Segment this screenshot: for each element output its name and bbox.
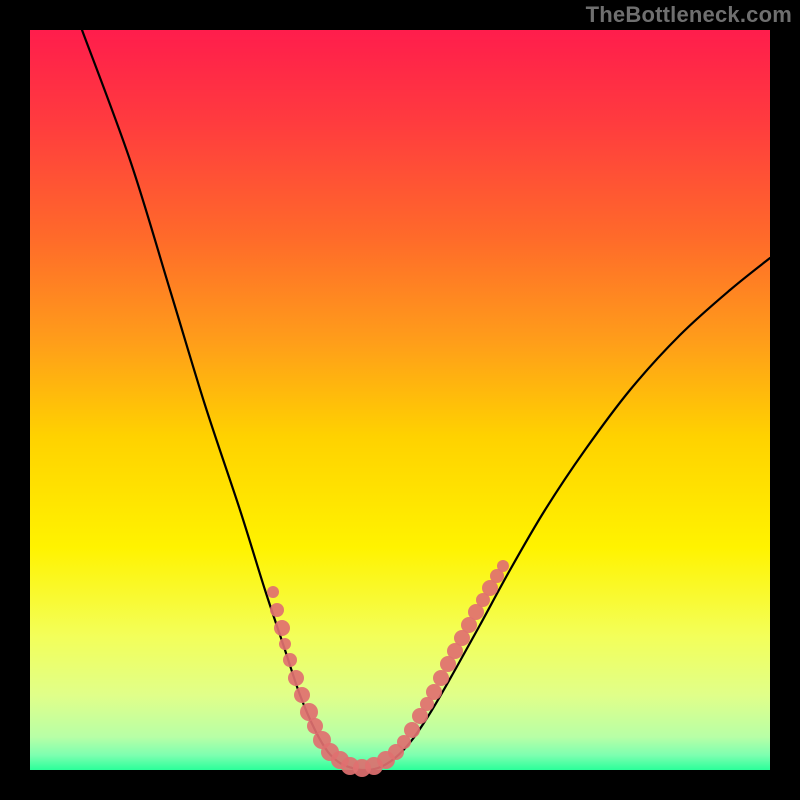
data-marker bbox=[426, 684, 442, 700]
data-marker bbox=[433, 670, 449, 686]
chart-canvas: TheBottleneck.com bbox=[0, 0, 800, 800]
data-marker bbox=[270, 603, 284, 617]
data-marker bbox=[288, 670, 304, 686]
plot-area bbox=[30, 30, 770, 770]
data-marker bbox=[267, 586, 279, 598]
data-marker bbox=[294, 687, 310, 703]
bottleneck-chart bbox=[0, 0, 800, 800]
data-marker bbox=[497, 560, 509, 572]
data-marker bbox=[274, 620, 290, 636]
data-marker bbox=[279, 638, 291, 650]
data-marker bbox=[283, 653, 297, 667]
data-marker bbox=[404, 722, 420, 738]
watermark-text: TheBottleneck.com bbox=[586, 2, 792, 28]
